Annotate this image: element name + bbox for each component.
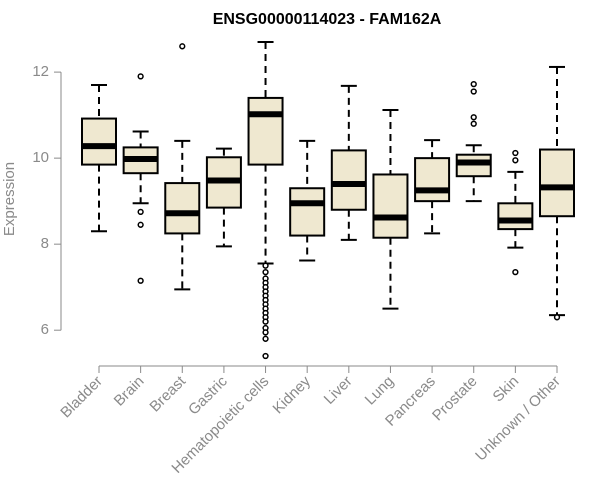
box [289,187,326,237]
box-group [539,65,575,321]
outlier-point [262,262,269,269]
outlier-point [262,318,269,325]
outlier-point [137,221,144,228]
x-tick-label: Kidney [270,372,315,417]
y-tick-label: 6 [41,321,49,338]
box [455,153,492,178]
x-tick-label: Prostate [429,373,481,425]
box [414,157,451,203]
outlier-point [470,120,477,127]
box-group [122,73,159,284]
box-group [372,108,409,310]
box [81,117,117,166]
x-tick-label: Bladder [57,373,106,422]
outlier-point [470,114,477,121]
box-group [414,139,451,235]
outlier-point [137,208,144,216]
outlier-point [137,73,144,80]
outlier-point [262,268,269,276]
box-group [164,43,201,291]
outlier-point [262,329,269,336]
box-group [330,84,367,241]
outlier-point [179,43,186,50]
box [164,182,201,235]
chart-title: ENSG00000114023 - FAM162A [213,11,442,28]
box [372,173,409,239]
box-group [497,149,534,276]
outlier-point [262,335,269,342]
outlier-point [137,277,144,284]
outlier-point [512,268,519,276]
box [497,202,534,231]
x-tick-label: Breast [146,372,189,415]
y-tick-label: 12 [32,63,49,80]
y-tick-label: 8 [41,235,49,252]
x-tick-label: Brain [111,373,148,410]
box-group [247,41,284,360]
box [247,96,284,166]
box-series [81,41,575,360]
y-axis-label: Expression [1,162,18,236]
box-group [81,84,117,233]
outlier-point [470,81,477,88]
box-group [455,81,492,203]
outlier-point [262,352,269,360]
box-group [289,139,326,262]
y-axis: 6 8 10 12 [32,63,62,338]
outlier-point [553,314,561,321]
outlier-point [470,88,477,95]
outlier-point [512,149,519,157]
box [539,148,575,218]
box [330,149,367,211]
outlier-point [512,157,519,164]
x-tick-label: Lung [362,373,398,409]
box-group [205,147,242,248]
y-tick-label: 10 [32,149,49,166]
x-tick-label: Skin [490,373,523,406]
x-tick-label: Liver [321,373,356,408]
